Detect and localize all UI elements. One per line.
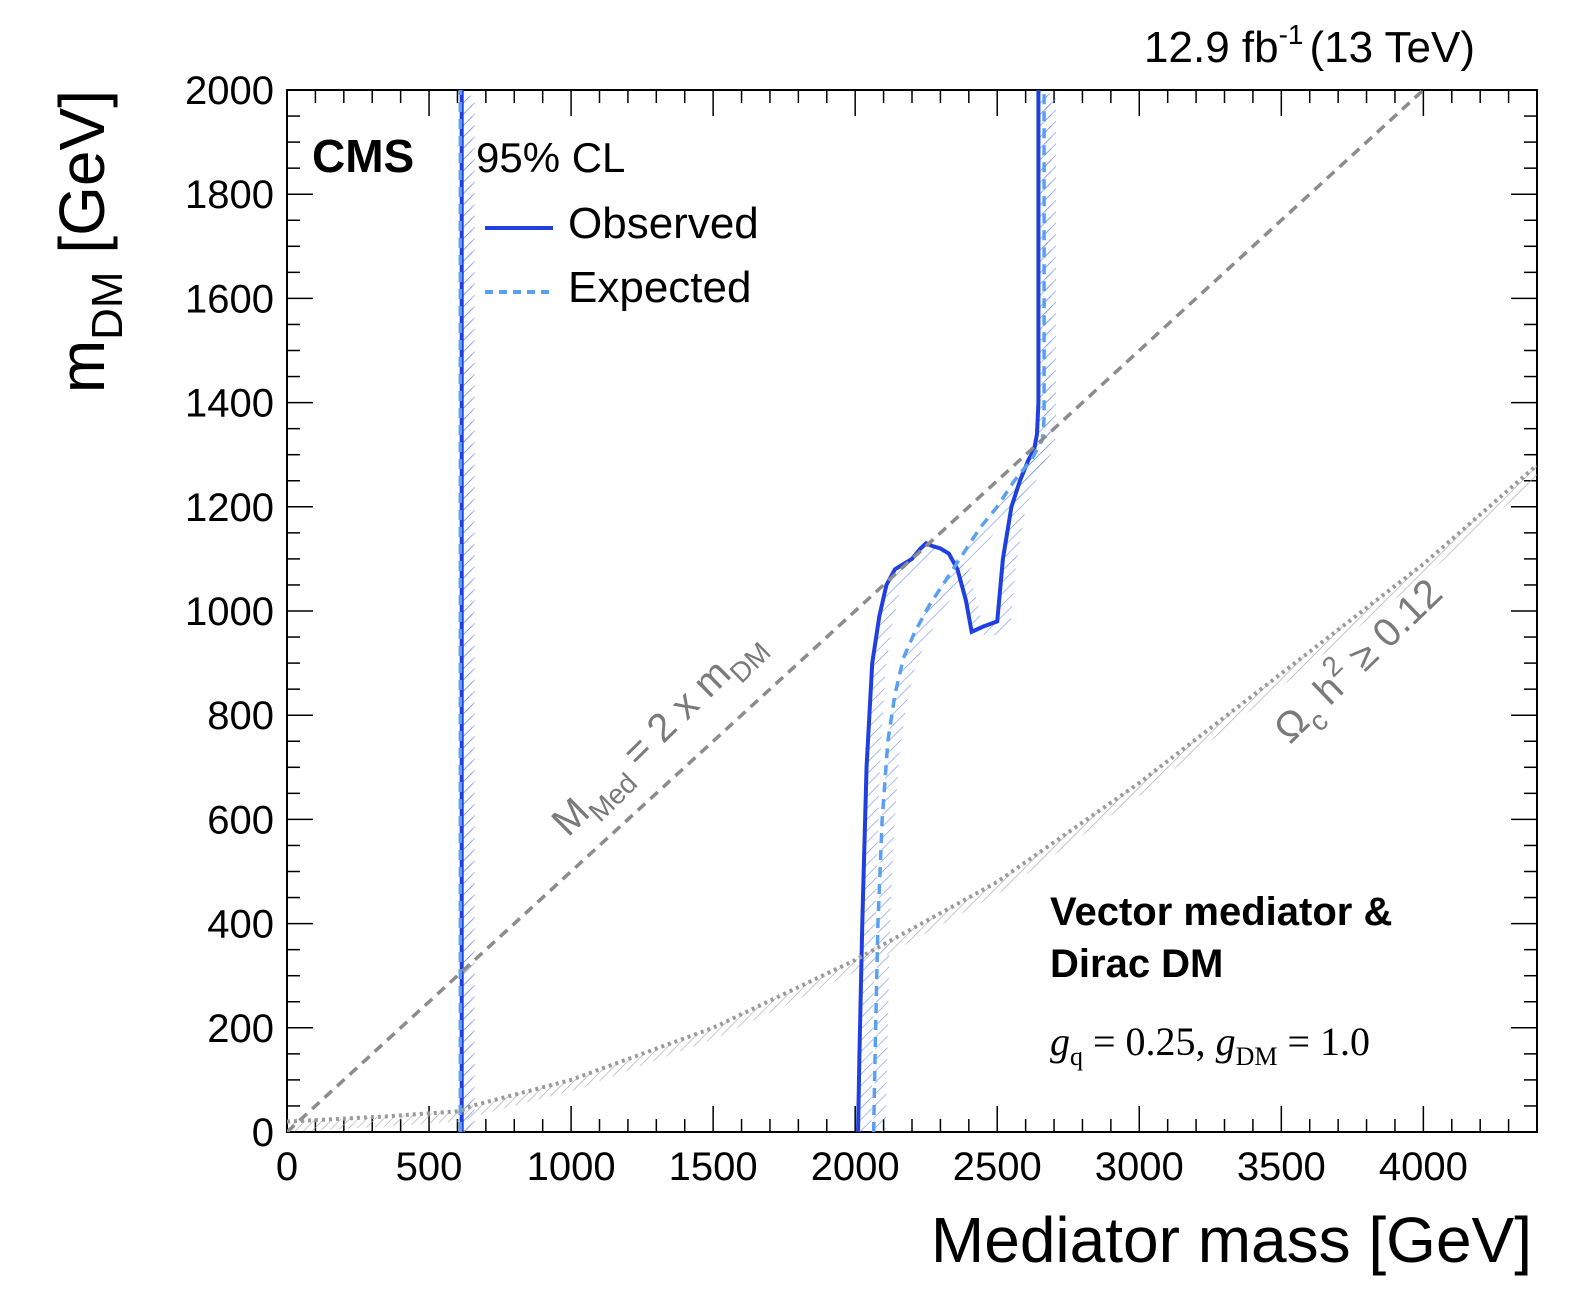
x-tick-label: 1500 [669, 1145, 758, 1189]
x-axis-title: Mediator mass [GeV] [931, 1204, 1532, 1276]
legend: 95% CL Observed Expected [476, 134, 759, 312]
series-layer [287, 90, 1537, 1132]
experiment-label: CMS [312, 130, 414, 182]
relic-label: Ωc h2 ≥ 0.12 [1260, 565, 1457, 758]
y-tick-label: 1400 [185, 382, 274, 426]
x-tick-label: 3500 [1237, 1145, 1326, 1189]
model-line-2: Dirac DM [1050, 942, 1223, 986]
relic-density-line [287, 463, 1537, 1124]
y-tick-label: 1800 [185, 173, 274, 217]
expected-line [871, 90, 1046, 1132]
y-tick-label: 200 [207, 1007, 274, 1051]
x-tick-label: 1000 [527, 1145, 616, 1189]
x-tick-label: 500 [396, 1145, 463, 1189]
x-tick-label: 3000 [1095, 1145, 1184, 1189]
y-tick-label: 2000 [185, 69, 274, 113]
couplings-label: gq = 0.25, gDM = 1.0 [1050, 1019, 1370, 1071]
y-tick-label: 800 [207, 694, 274, 738]
y-tick-label: 0 [252, 1111, 274, 1155]
y-tick-label: 1000 [185, 590, 274, 634]
y-tick-label: 600 [207, 798, 274, 842]
m-med-2-x-m-dm-line [287, 90, 1425, 1132]
legend-header: 95% CL [476, 134, 625, 181]
x-tick-labels: 0 500 1000 1500 2000 2500 3000 3500 4000 [276, 1145, 1468, 1189]
x-tick-label: 2000 [811, 1145, 900, 1189]
x-tick-label: 4000 [1379, 1145, 1468, 1189]
y-tick-labels: 0 200 400 600 800 1000 1200 1400 1600 1800 2000 [185, 69, 274, 1155]
x-tick-label: 0 [276, 1145, 298, 1189]
legend-label-expected: Expected [568, 263, 751, 312]
legend-label-observed: Observed [568, 199, 759, 248]
y-tick-label: 1200 [185, 486, 274, 530]
y-tick-label: 1600 [185, 277, 274, 321]
expected-hatch-band [873, 90, 1057, 1132]
axis-ticks [286, 89, 1538, 1133]
x-tick-label: 2500 [953, 1145, 1042, 1189]
hatch-layer [287, 90, 1537, 1132]
lumi-label: 12.9 fb-1 (13 TeV) [1144, 19, 1475, 72]
model-line-1: Vector mediator & [1050, 890, 1392, 934]
y-tick-label: 400 [207, 903, 274, 947]
diagonal-label: MMed = 2 x mDM [543, 620, 776, 850]
y-axis-title: mDM [GeV] [46, 90, 132, 393]
